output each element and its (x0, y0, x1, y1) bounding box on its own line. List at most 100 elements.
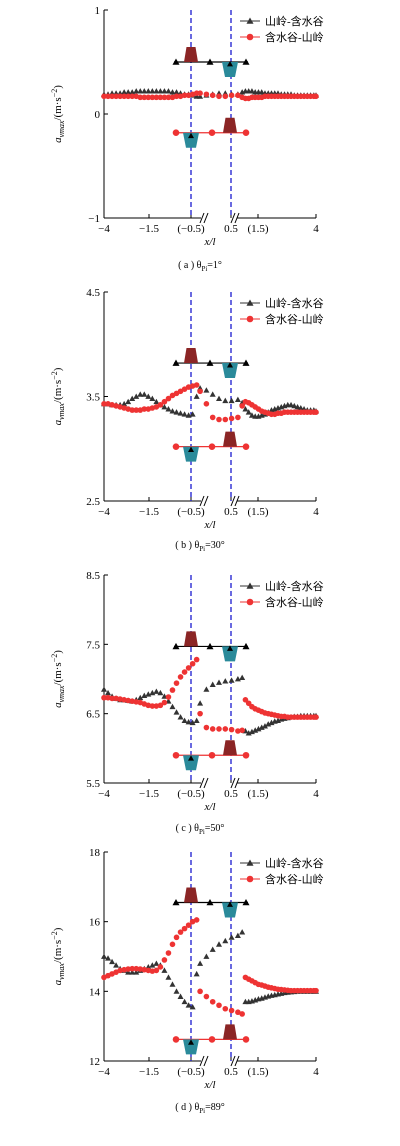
data-point-triangle (228, 677, 235, 683)
x-tick-label: −4 (98, 223, 110, 235)
data-point-triangle (153, 88, 160, 94)
data-point-triangle (193, 393, 200, 399)
data-point-circle (193, 382, 200, 388)
data-point-circle (239, 403, 245, 409)
caption-value: =1° (207, 260, 222, 271)
x-tick-label: (1.5) (247, 223, 268, 235)
data-point-triangle (165, 406, 172, 412)
data-point-triangle (125, 398, 132, 405)
data-point-circle (109, 695, 115, 702)
data-point-circle (161, 957, 168, 963)
data-point-triangle (161, 967, 168, 973)
chart-panel-3: 8.5 7.5 6.5 5.5−4 −1.5 (−0.5) 0.5 (1.5) 4 x/l avma… (50, 570, 324, 836)
data-point-triangle (125, 89, 132, 95)
data-point-triangle (239, 674, 246, 681)
y-axis-label-sub: vmax (57, 403, 66, 420)
data-point-triangle (113, 962, 120, 968)
x-tick-label: 0.5 (224, 1066, 238, 1078)
data-point-circle (235, 414, 241, 421)
data-point-circle (105, 93, 111, 100)
data-point-triangle (101, 686, 107, 692)
y-tick-label: 18 (89, 847, 101, 859)
data-point-circle (169, 687, 176, 693)
data-point-triangle (145, 393, 152, 399)
data-point-circle (197, 988, 203, 995)
x-tick-label: (1.5) (247, 1066, 268, 1078)
axis-break-mark (203, 212, 209, 224)
data-point-circle (141, 94, 148, 101)
data-point-circle (101, 694, 107, 701)
data-point-triangle (169, 89, 176, 95)
x-tick-label: (1.5) (247, 506, 268, 518)
data-point-circle (113, 93, 119, 100)
y-axis-label-main: a (52, 979, 64, 985)
data-point-circle (161, 699, 168, 706)
data-point-circle (209, 998, 216, 1005)
data-point-triangle (245, 730, 252, 736)
panel-caption: ( d ) θPi=89° (175, 1102, 224, 1115)
data-point-circle (157, 94, 164, 101)
data-point-circle (173, 934, 180, 941)
illustration-marker-circle (208, 751, 216, 759)
data-point-triangle (129, 395, 136, 401)
x-tick-label: −1.5 (139, 223, 159, 235)
data-point-triangle (169, 981, 176, 987)
data-point-triangle (203, 953, 210, 959)
data-point-triangle (121, 89, 128, 95)
x-tick-label: −1.5 (139, 788, 159, 800)
axis-break-mark (199, 1055, 205, 1067)
x-axis-label: x/l (204, 236, 216, 248)
caption-prefix: ( d ) θ (175, 1102, 199, 1113)
illustration-marker-triangle (172, 58, 180, 65)
illustration-hill (223, 740, 237, 756)
y-tick-label: 3.5 (86, 392, 100, 404)
data-point-triangle (252, 727, 259, 733)
y-axis-label-close: ) (52, 927, 64, 931)
x-tick-label: 4 (313, 788, 319, 800)
illustration-marker-triangle (227, 61, 233, 67)
legend-marker-triangle (246, 17, 254, 24)
data-point-triangle (177, 993, 184, 999)
data-point-circle (177, 929, 184, 935)
illustration-marker-circle (242, 1036, 250, 1043)
data-point-circle (157, 702, 164, 709)
y-axis-label-unit: /(m·s (52, 662, 64, 685)
data-point-triangle (228, 934, 235, 940)
x-tick-label: −4 (98, 788, 110, 800)
y-axis-label-unit: /(m·s (52, 97, 64, 120)
chart-panel-2: 4.5 3.5 2.5−4 −1.5 (−0.5) 0.5 (1.5) 4 x/l avmax/(… (50, 287, 324, 553)
legend-label: 山岭-含水谷 (265, 856, 324, 870)
data-point-triangle (216, 395, 222, 401)
data-point-circle (235, 1009, 241, 1016)
illustration-marker-circle (208, 129, 216, 137)
caption-sub: Pi (201, 265, 207, 273)
data-point-circle (173, 93, 180, 100)
y-tick-label: 14 (89, 986, 101, 998)
illustration-marker-triangle (242, 58, 250, 65)
data-point-triangle (297, 404, 304, 411)
data-point-triangle (261, 723, 268, 729)
data-point-circle (161, 398, 168, 405)
data-point-circle (117, 93, 123, 100)
y-tick-label: 1 (95, 5, 101, 17)
illustration-hill (184, 47, 198, 62)
data-point-circle (203, 724, 210, 731)
y-axis-label-unit: /(m·s (52, 940, 64, 963)
x-tick-label: −1.5 (139, 1066, 159, 1078)
data-point-circle (109, 93, 115, 100)
chart-panel-4: 18 16 14 12−4 −1.5 (−0.5) 0.5 (1.5) 4 x/l avmax/(m… (50, 847, 324, 1115)
y-axis-label-sub: vmax (57, 120, 66, 137)
data-point-circle (222, 726, 229, 732)
illustration-marker-circle (242, 751, 250, 759)
illustration-hill (184, 631, 198, 647)
illustration-marker-circle (172, 129, 180, 137)
legend-marker-circle (246, 315, 254, 323)
x-tick-label: 4 (313, 1066, 319, 1078)
data-point-circle (145, 94, 152, 101)
data-point-triangle (173, 988, 180, 994)
data-point-circle (133, 407, 140, 413)
panel-caption: ( a ) θPi=1° (178, 260, 222, 273)
data-point-circle (189, 660, 196, 667)
